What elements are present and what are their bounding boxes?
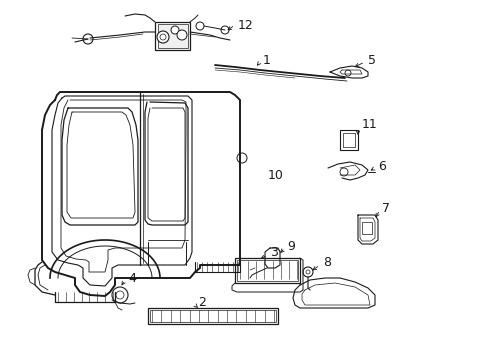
Bar	[339, 130, 357, 150]
Circle shape	[171, 26, 179, 34]
Bar	[148, 308, 278, 324]
Circle shape	[345, 70, 350, 76]
Bar	[150, 310, 275, 322]
Bar	[235, 258, 299, 283]
Bar	[158, 24, 187, 48]
Text: 6: 6	[377, 159, 385, 172]
Circle shape	[305, 270, 309, 274]
Bar	[155, 22, 190, 50]
Circle shape	[303, 267, 312, 277]
Circle shape	[160, 34, 165, 40]
Text: 11: 11	[361, 117, 377, 131]
Circle shape	[112, 287, 128, 303]
Text: 8: 8	[323, 256, 330, 270]
Text: 3: 3	[269, 247, 277, 260]
Text: 9: 9	[286, 239, 294, 252]
Circle shape	[339, 168, 347, 176]
Circle shape	[237, 153, 246, 163]
Bar	[361, 222, 371, 234]
Text: 5: 5	[367, 54, 375, 67]
Circle shape	[83, 34, 93, 44]
Circle shape	[116, 291, 124, 299]
Bar	[342, 133, 354, 147]
Text: 1: 1	[263, 54, 270, 67]
Circle shape	[177, 30, 186, 40]
Circle shape	[221, 26, 228, 34]
Text: 12: 12	[238, 18, 253, 32]
Text: 10: 10	[267, 168, 284, 181]
Circle shape	[157, 31, 169, 43]
Bar	[237, 260, 297, 281]
Circle shape	[196, 22, 203, 30]
Text: 2: 2	[198, 297, 205, 310]
Text: 7: 7	[381, 202, 389, 215]
Text: 4: 4	[128, 271, 136, 284]
